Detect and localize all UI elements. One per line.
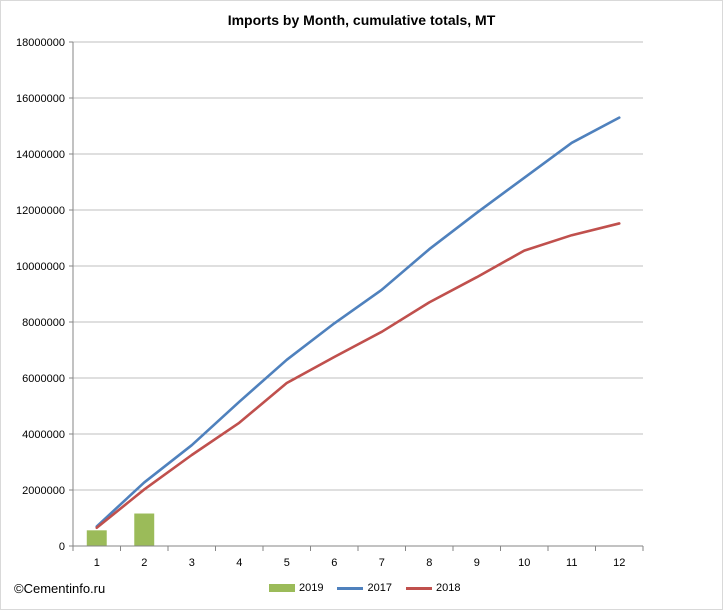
legend-item-2019: 2019 [269, 582, 323, 594]
y-axis-tick-labels: 0 2000000 4000000 6000000 8000000 10000000 120… [16, 37, 65, 553]
line-series [95, 116, 621, 530]
y-tick-label: 8000000 [22, 317, 65, 329]
y-tick-label: 16000000 [16, 93, 65, 105]
y-tick-label: 2000000 [22, 485, 65, 497]
legend-label-2017: 2017 [367, 582, 392, 594]
legend-label-2018: 2018 [435, 582, 461, 594]
gridlines [73, 41, 643, 491]
x-tick-label: 8 [426, 557, 432, 569]
legend-swatch-2019 [269, 584, 295, 592]
x-tick-label: 4 [236, 557, 242, 569]
y-tick-label: 6000000 [22, 373, 65, 385]
bar-series-2019 [86, 513, 155, 546]
x-tick-label: 12 [613, 557, 625, 569]
bar-2019-2 [134, 513, 155, 546]
legend-swatch-2017 [337, 586, 364, 590]
chart-title: Imports by Month, cumulative totals, MT [227, 12, 496, 28]
line-2018 [95, 222, 621, 530]
x-tick-label: 10 [518, 557, 530, 569]
y-tick-label: 18000000 [16, 37, 65, 49]
legend: 2019 2017 2018 [269, 582, 474, 594]
legend-item-2017: 2017 [337, 582, 392, 594]
x-tick-label: 9 [474, 557, 480, 569]
x-tick-label: 3 [189, 557, 195, 569]
x-tick-label: 7 [379, 557, 385, 569]
x-tick-label: 2 [141, 557, 147, 569]
y-tick-label: 14000000 [16, 149, 65, 161]
x-tick-label: 1 [94, 557, 100, 569]
y-tick-label: 0 [59, 541, 65, 553]
y-tick-label: 4000000 [22, 429, 65, 441]
x-axis-tick-labels: 1 2 3 4 5 6 7 8 9 10 11 12 [94, 557, 626, 569]
credit-text: ©Cementinfo.ru [14, 581, 106, 596]
axes [69, 41, 644, 551]
x-tick-label: 6 [331, 557, 337, 569]
legend-item-2018: 2018 [405, 582, 461, 594]
y-tick-label: 10000000 [16, 261, 65, 273]
x-tick-label: 5 [284, 557, 290, 569]
legend-label-2019: 2019 [299, 582, 324, 594]
x-tick-label: 11 [566, 557, 577, 569]
legend-swatch-2018 [405, 586, 432, 590]
line-2017 [95, 116, 621, 528]
bar-2019-1 [86, 530, 107, 546]
y-tick-label: 12000000 [16, 205, 65, 217]
